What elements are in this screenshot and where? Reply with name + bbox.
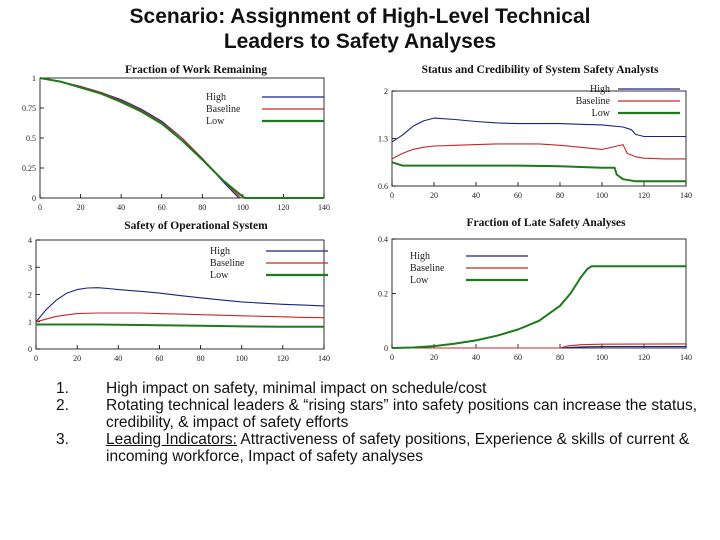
x-tick-label: 80 bbox=[556, 191, 564, 200]
x-tick-label: 120 bbox=[638, 191, 650, 200]
y-tick-label: 1.3 bbox=[378, 135, 388, 144]
series-line-baseline bbox=[392, 343, 687, 349]
x-tick-label: 20 bbox=[430, 353, 438, 362]
plot-frame bbox=[391, 238, 687, 349]
y-tick-label: 1 bbox=[32, 74, 36, 83]
y-tick-label: 3 bbox=[28, 263, 32, 272]
x-tick-label: 120 bbox=[638, 353, 650, 362]
y-tick-label: 2 bbox=[384, 87, 388, 96]
x-tick-label: 140 bbox=[318, 354, 330, 363]
x-tick-label: 80 bbox=[556, 353, 564, 362]
y-tick-label: 0.5 bbox=[26, 134, 36, 143]
note-item: 3. Leading Indicators: Attractiveness of… bbox=[56, 431, 716, 465]
series-line-low bbox=[391, 161, 686, 183]
series-line-high bbox=[391, 117, 686, 143]
series-line-baseline bbox=[39, 77, 324, 199]
y-tick-label: 4 bbox=[28, 236, 32, 245]
x-tick-label: 100 bbox=[237, 203, 249, 212]
chart-fraction-late-safety-analyses: Fraction of Late Safety Analyses 0 0.2 0.4 0… bbox=[378, 217, 692, 362]
x-tick-label: 20 bbox=[77, 203, 85, 212]
x-tick-label: 0 bbox=[390, 353, 394, 362]
leading-indicators-label: Leading Indicators: bbox=[106, 431, 237, 448]
x-tick-label: 100 bbox=[596, 191, 608, 200]
chart-title: Fraction of Work Remaining bbox=[125, 64, 267, 76]
x-tick-label: 0 bbox=[34, 354, 38, 363]
chart-title: Safety of Operational System bbox=[124, 220, 268, 232]
y-tick-label: 1 bbox=[28, 318, 32, 327]
note-text: Attractiveness of safety positions, Expe… bbox=[106, 431, 690, 465]
y-tick-label: 2 bbox=[28, 291, 32, 300]
chart-status-credibility: Status and Credibility of System Safety … bbox=[378, 64, 692, 200]
x-tick-label: 0 bbox=[38, 203, 42, 212]
series-line-high bbox=[35, 287, 325, 323]
note-number: 2. bbox=[56, 397, 69, 414]
y-tick-label: 0.25 bbox=[22, 164, 36, 173]
series-line-low bbox=[39, 77, 324, 199]
x-tick-label: 140 bbox=[680, 353, 692, 362]
x-tick-label: 40 bbox=[117, 203, 125, 212]
y-tick-label: 0.4 bbox=[378, 235, 388, 244]
series-line-low bbox=[36, 323, 324, 328]
plot-frame bbox=[35, 239, 325, 350]
note-text: Rotating technical leaders & “rising sta… bbox=[106, 397, 698, 431]
note-number: 1. bbox=[56, 380, 69, 397]
slide-title: Scenario: Assignment of High-Level Techn… bbox=[0, 4, 720, 54]
series-line-baseline bbox=[391, 143, 686, 160]
x-tick-label: 40 bbox=[114, 354, 122, 363]
x-tick-label: 0 bbox=[390, 191, 394, 200]
legend-label: Baseline bbox=[210, 258, 245, 269]
x-tick-label: 120 bbox=[277, 354, 289, 363]
x-tick-label: 140 bbox=[680, 191, 692, 200]
x-tick-label: 20 bbox=[430, 191, 438, 200]
x-tick-label: 60 bbox=[158, 203, 166, 212]
y-tick-label: 0 bbox=[32, 194, 36, 203]
slide-title-line1: Scenario: Assignment of High-Level Techn… bbox=[129, 5, 591, 28]
legend-label: Low bbox=[592, 108, 611, 119]
chart-title: Status and Credibility of System Safety … bbox=[422, 64, 659, 76]
x-tick-label: 40 bbox=[472, 191, 480, 200]
legend-label: Low bbox=[410, 275, 429, 286]
chart-title: Fraction of Late Safety Analyses bbox=[466, 217, 626, 229]
y-tick-label: 0 bbox=[28, 345, 32, 354]
legend-label: Baseline bbox=[206, 104, 241, 115]
x-tick-label: 80 bbox=[198, 203, 206, 212]
y-tick-label: 0.6 bbox=[378, 182, 388, 191]
note-text: High impact on safety, minimal impact on… bbox=[106, 380, 487, 397]
note-number: 3. bbox=[56, 431, 69, 448]
x-tick-label: 80 bbox=[197, 354, 205, 363]
charts-canvas: Fraction of Work Remaining00.250.50.7510… bbox=[22, 64, 692, 363]
legend-label: High bbox=[206, 92, 226, 103]
legend-label: Low bbox=[210, 270, 229, 281]
x-tick-label: 60 bbox=[155, 354, 163, 363]
x-tick-label: 40 bbox=[472, 353, 480, 362]
x-tick-label: 20 bbox=[73, 354, 81, 363]
x-tick-label: 100 bbox=[236, 354, 248, 363]
plot-frame bbox=[391, 90, 687, 187]
note-text-container: Leading Indicators: Attractiveness of sa… bbox=[106, 431, 716, 465]
x-tick-label: 120 bbox=[277, 203, 289, 212]
slide-title-line2: Leaders to Safety Analyses bbox=[223, 30, 497, 53]
y-tick-label: 0.2 bbox=[378, 290, 388, 299]
x-tick-label: 60 bbox=[514, 353, 522, 362]
legend-label: High bbox=[210, 246, 230, 257]
chart-fraction-work-remaining: Fraction of Work Remaining00.250.50.7510… bbox=[22, 64, 330, 212]
legend-label: High bbox=[410, 251, 430, 262]
note-item: 1. High impact on safety, minimal impact… bbox=[56, 380, 716, 397]
x-tick-label: 100 bbox=[596, 353, 608, 362]
y-tick-label: 0.75 bbox=[22, 104, 36, 113]
note-item: 2. Rotating technical leaders & “rising … bbox=[56, 397, 716, 431]
x-tick-label: 140 bbox=[318, 203, 330, 212]
series-line-baseline bbox=[35, 312, 325, 323]
x-tick-label: 60 bbox=[514, 191, 522, 200]
y-tick-label: 0 bbox=[384, 344, 388, 353]
legend-label: Baseline bbox=[410, 263, 445, 274]
legend-label: High bbox=[590, 84, 610, 95]
notes-list: 1. High impact on safety, minimal impact… bbox=[56, 380, 716, 465]
legend-label: Low bbox=[206, 116, 225, 127]
legend-label: Baseline bbox=[576, 96, 611, 107]
series-line-low bbox=[391, 265, 686, 349]
